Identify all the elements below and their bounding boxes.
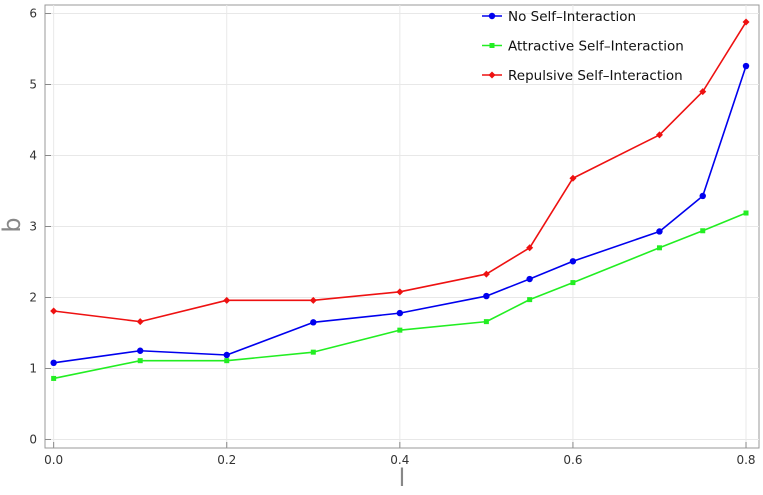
- data-point: [397, 327, 403, 333]
- data-point: [50, 307, 58, 315]
- data-point: [137, 347, 144, 354]
- data-markers: [50, 18, 750, 381]
- data-point: [655, 131, 663, 139]
- data-point: [742, 62, 750, 70]
- y-tick-label: 1: [29, 361, 37, 375]
- y-tick-label: 6: [29, 7, 37, 21]
- data-point: [569, 258, 577, 265]
- data-point: [309, 296, 317, 304]
- data-point: [526, 275, 533, 283]
- y-tick-label: 0: [29, 432, 37, 446]
- data-point: [527, 297, 533, 303]
- y-axis-label: b: [0, 217, 26, 232]
- data-point: [483, 292, 490, 300]
- x-tick-label: 0.8: [736, 453, 755, 467]
- axis-ticks: [45, 13, 747, 448]
- data-point: [699, 192, 706, 200]
- data-point: [223, 296, 231, 304]
- data-point: [50, 359, 57, 367]
- x-tick-label: 0.6: [563, 453, 582, 467]
- legend-label: Repulsive Self–Interaction: [508, 68, 683, 84]
- y-tick-label: 2: [29, 290, 37, 304]
- data-point: [223, 351, 230, 359]
- data-point: [483, 319, 489, 325]
- data-point: [743, 210, 749, 216]
- legend-marker: [488, 12, 496, 20]
- x-tick-label: 0.0: [44, 453, 63, 467]
- data-point: [224, 358, 230, 364]
- data-point: [699, 88, 707, 96]
- data-point: [482, 270, 490, 278]
- legend: No Self–Interaction Attractive Self–Inter…: [482, 9, 684, 84]
- grid-lines: [45, 5, 759, 448]
- y-tick-label: 4: [29, 149, 37, 163]
- legend-label: Attractive Self–Interaction: [508, 39, 684, 55]
- data-point: [656, 245, 662, 251]
- data-point: [137, 358, 143, 364]
- y-tick-label: 5: [29, 78, 37, 92]
- tick-labels: 0.0 0.2 0.4 0.6 0.8 0 1 2 3 4 5 6: [29, 7, 755, 467]
- data-point: [136, 318, 144, 326]
- x-axis-label: l: [399, 464, 406, 492]
- data-point: [51, 375, 57, 381]
- x-tick-label: 0.2: [217, 453, 236, 467]
- data-point: [742, 18, 750, 26]
- data-point: [656, 228, 663, 235]
- data-point: [310, 319, 317, 326]
- data-point: [569, 174, 577, 182]
- data-point: [396, 288, 404, 296]
- data-point: [396, 309, 404, 317]
- legend-label: No Self–Interaction: [508, 9, 636, 25]
- data-point: [570, 280, 576, 286]
- x-tick-label: 0.4: [390, 453, 409, 467]
- legend-marker: [489, 43, 495, 48]
- data-point: [700, 228, 706, 234]
- data-point: [526, 244, 534, 252]
- legend-marker: [488, 71, 496, 79]
- data-point: [310, 349, 316, 355]
- y-tick-label: 3: [29, 220, 37, 234]
